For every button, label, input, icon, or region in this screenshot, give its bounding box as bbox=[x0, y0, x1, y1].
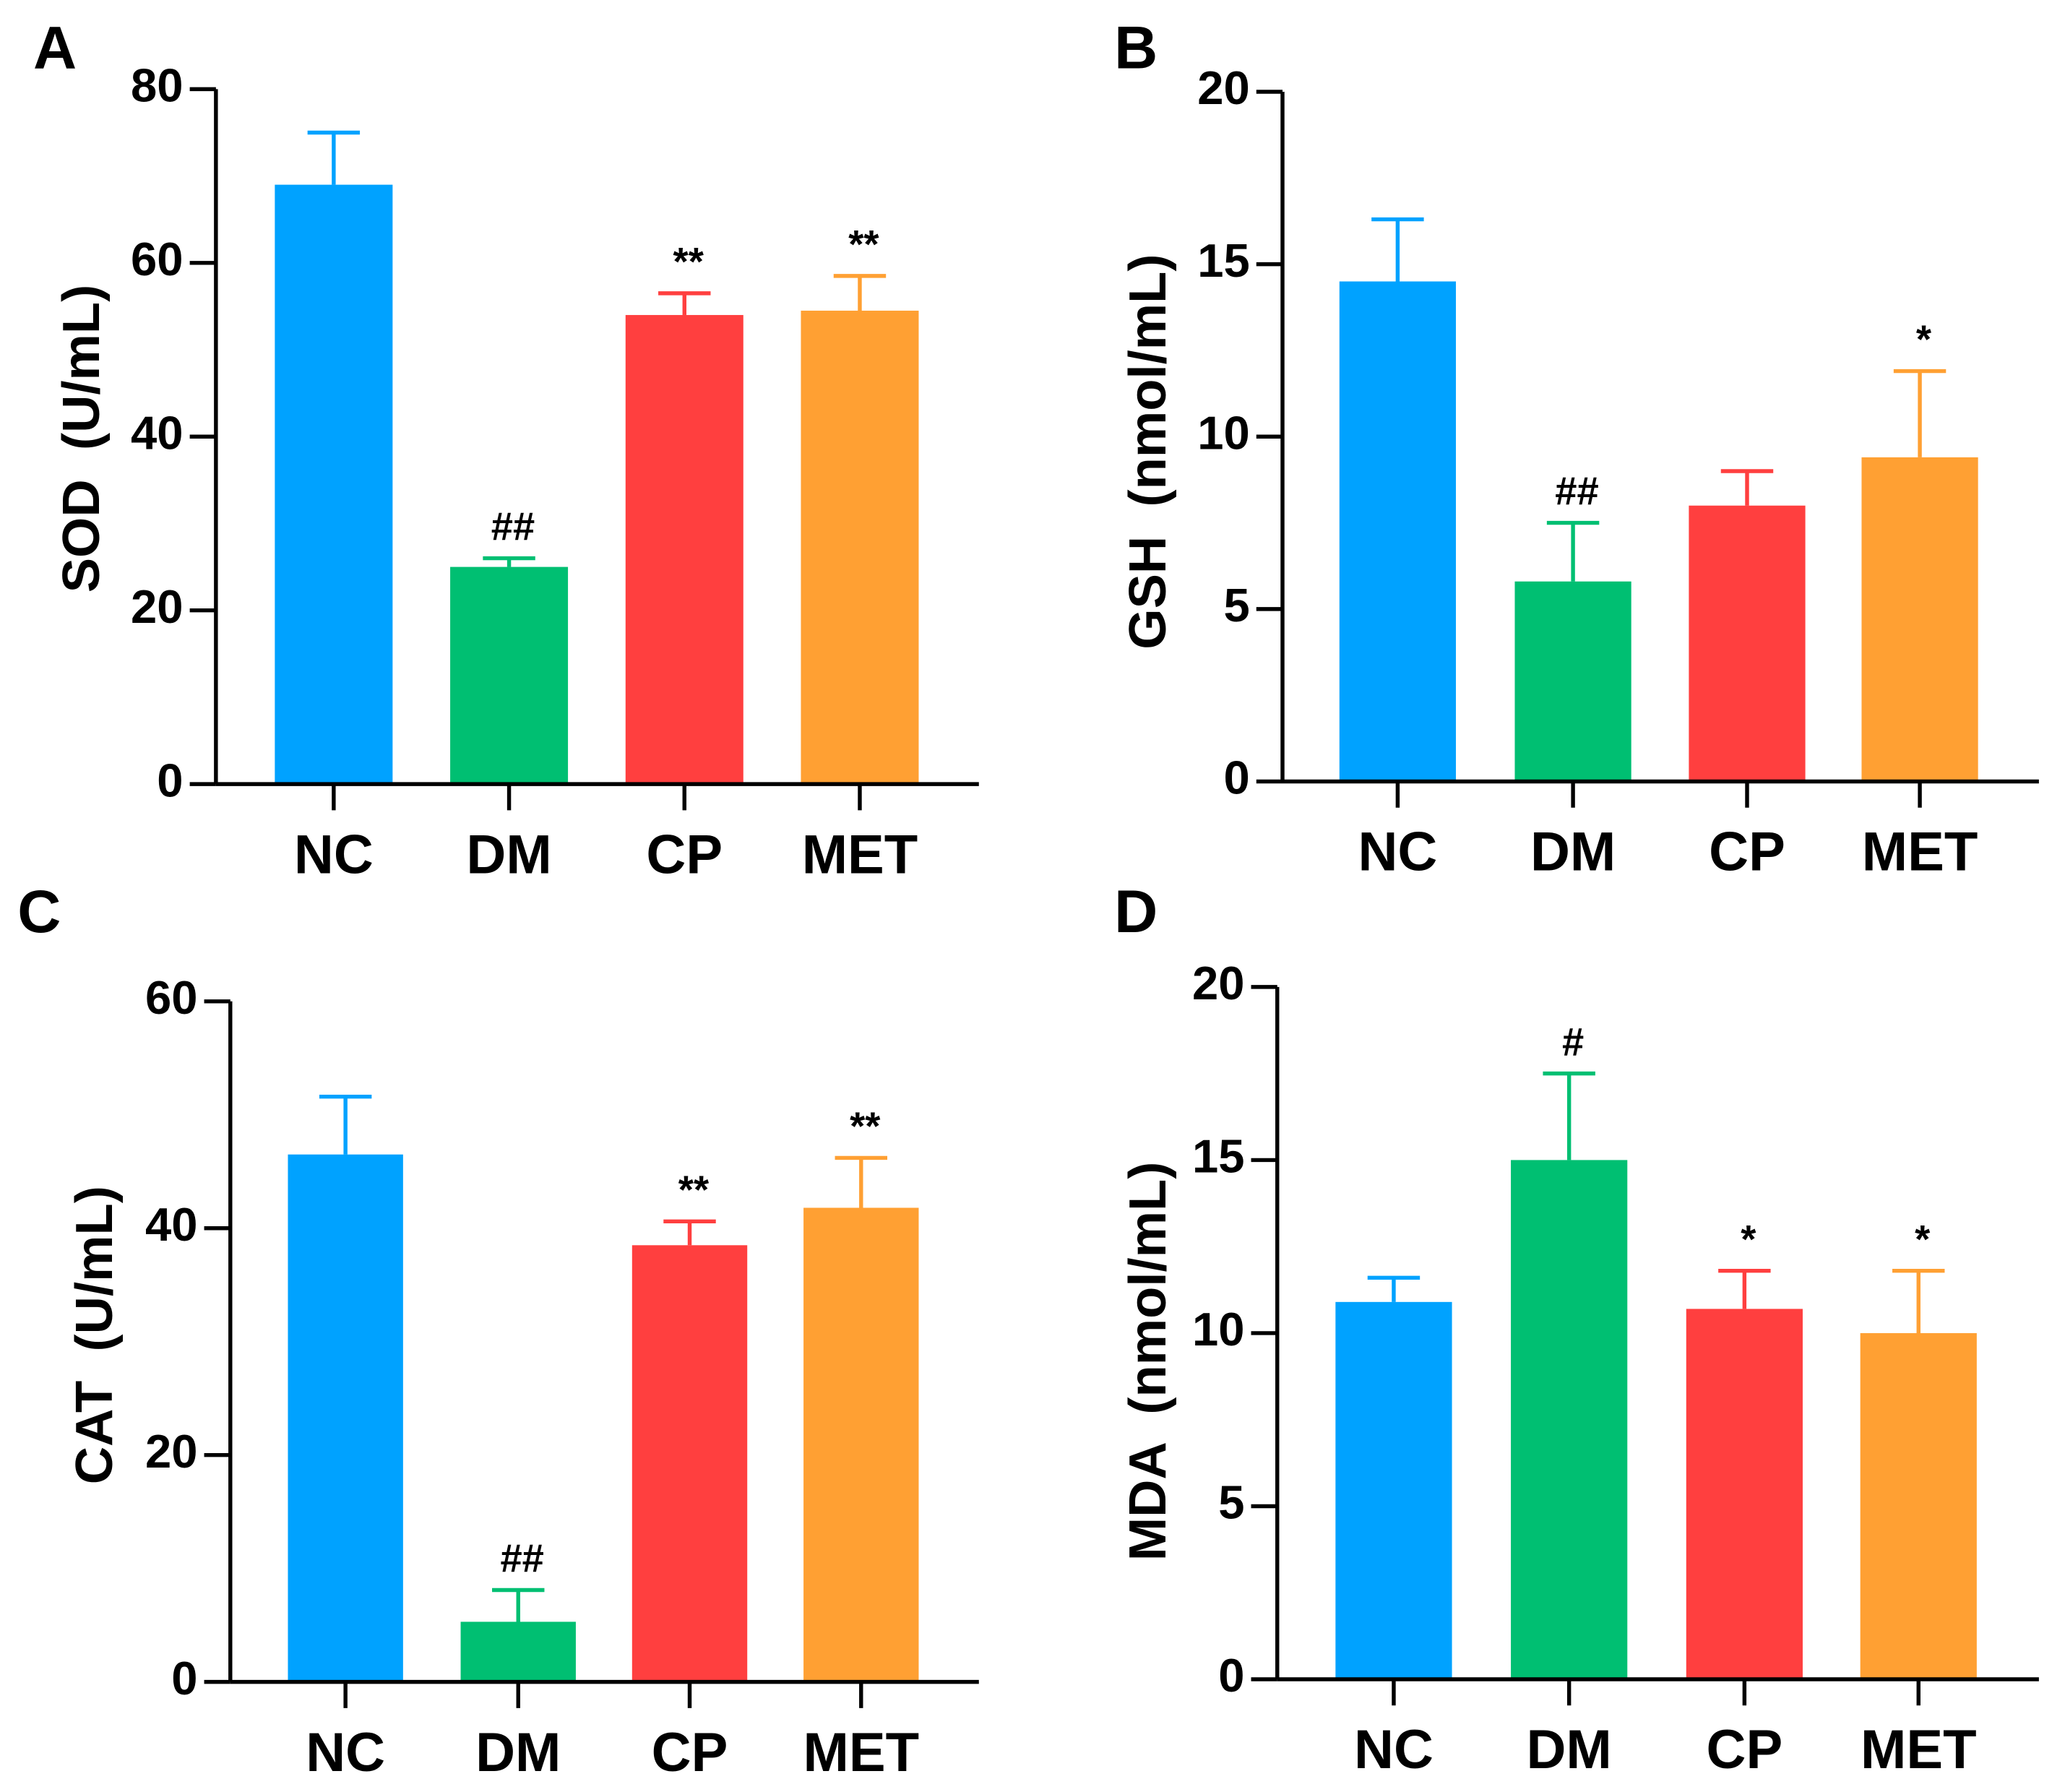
bar-cp bbox=[1689, 505, 1806, 782]
bar-met bbox=[801, 310, 919, 785]
bar-met bbox=[1860, 1332, 1977, 1680]
y-tick-label: 10 bbox=[1197, 406, 1250, 459]
y-axis-label: GSH (nmol/mL) bbox=[1118, 254, 1177, 649]
bar-dm bbox=[450, 567, 569, 785]
y-tick-label: 20 bbox=[131, 580, 184, 633]
significance-mark: ** bbox=[848, 222, 879, 266]
panel-letter: B bbox=[1114, 14, 1158, 82]
y-tick-label: 60 bbox=[145, 971, 198, 1024]
panel-letter: C bbox=[17, 878, 61, 945]
x-tick-label: CP bbox=[646, 824, 723, 885]
y-tick-label: 20 bbox=[1192, 957, 1245, 1009]
bar-dm bbox=[460, 1621, 576, 1682]
y-axis-label: MDA (nmol/mL) bbox=[1118, 1162, 1177, 1561]
y-axis-label: SOD (U/mL) bbox=[52, 285, 111, 593]
x-tick-label: CP bbox=[652, 1722, 728, 1783]
x-tick-label: MET bbox=[1861, 1719, 1977, 1780]
y-tick-label: 40 bbox=[131, 406, 184, 459]
y-tick-label: 20 bbox=[145, 1425, 198, 1478]
y-tick-label: 5 bbox=[1218, 1476, 1244, 1529]
bar-cp bbox=[625, 314, 743, 785]
y-tick-label: 0 bbox=[157, 754, 183, 806]
bar-met bbox=[1861, 457, 1978, 782]
x-tick-label: DM bbox=[1530, 822, 1616, 883]
x-tick-label: NC bbox=[306, 1722, 385, 1783]
y-tick-label: 10 bbox=[1192, 1303, 1245, 1356]
significance-mark: # bbox=[1562, 1020, 1584, 1064]
significance-mark: ** bbox=[673, 240, 704, 284]
significance-mark: * bbox=[1741, 1217, 1756, 1261]
bar-cp bbox=[631, 1245, 748, 1682]
panel-a: A NC ## DM ** CP ** MET 0 20 40 60 80 SOD (U/mL) bbox=[33, 14, 979, 885]
x-tick-label: CP bbox=[1709, 822, 1785, 883]
bar-dm bbox=[1514, 581, 1631, 782]
x-tick-label: NC bbox=[1358, 822, 1437, 883]
panel-d: D NC # DM * CP * MET 0 5 10 15 20 MDA (nmol/mL) bbox=[1114, 878, 2039, 1780]
panel-c: C NC ## DM ** CP ** MET 0 20 40 60 CAT (U/mL) bbox=[17, 878, 979, 1783]
x-tick-label: MET bbox=[802, 824, 918, 885]
x-tick-label: DM bbox=[475, 1722, 561, 1783]
y-tick-label: 15 bbox=[1192, 1130, 1245, 1183]
significance-mark: ## bbox=[500, 1536, 543, 1580]
panel-b: B NC ## DM CP * MET 0 5 10 15 20 GSH (nmol/mL) bbox=[1114, 14, 2039, 883]
bar-nc bbox=[1335, 1301, 1452, 1680]
x-tick-label: CP bbox=[1707, 1719, 1783, 1780]
significance-mark: ** bbox=[850, 1104, 881, 1148]
significance-mark: * bbox=[1916, 317, 1932, 361]
panel-letter: A bbox=[33, 14, 77, 82]
x-tick-label: NC bbox=[1354, 1719, 1434, 1780]
bar-nc bbox=[1339, 281, 1456, 782]
x-tick-label: MET bbox=[1862, 822, 1978, 883]
y-tick-label: 15 bbox=[1197, 234, 1250, 287]
x-tick-label: DM bbox=[466, 824, 551, 885]
bar-nc bbox=[288, 1154, 403, 1682]
bar-nc bbox=[275, 184, 393, 785]
y-tick-label: 80 bbox=[131, 59, 184, 112]
x-tick-label: NC bbox=[294, 824, 374, 885]
x-tick-label: MET bbox=[803, 1722, 920, 1783]
significance-mark: ## bbox=[1555, 469, 1598, 513]
y-tick-label: 20 bbox=[1197, 61, 1250, 114]
bar-cp bbox=[1686, 1309, 1803, 1680]
y-tick-label: 5 bbox=[1223, 579, 1249, 632]
significance-mark: * bbox=[1915, 1217, 1931, 1261]
significance-mark: ** bbox=[678, 1168, 710, 1212]
panel-letter: D bbox=[1114, 878, 1158, 945]
bar-met bbox=[803, 1207, 919, 1682]
x-tick-label: DM bbox=[1527, 1719, 1612, 1780]
significance-mark: ## bbox=[491, 504, 535, 548]
y-tick-label: 60 bbox=[131, 233, 184, 285]
y-tick-label: 40 bbox=[145, 1198, 198, 1251]
y-tick-label: 0 bbox=[1223, 751, 1249, 804]
y-axis-label: CAT (U/mL) bbox=[65, 1186, 124, 1484]
y-tick-label: 0 bbox=[1218, 1649, 1244, 1702]
bar-dm bbox=[1511, 1160, 1628, 1680]
y-tick-label: 0 bbox=[171, 1652, 197, 1705]
